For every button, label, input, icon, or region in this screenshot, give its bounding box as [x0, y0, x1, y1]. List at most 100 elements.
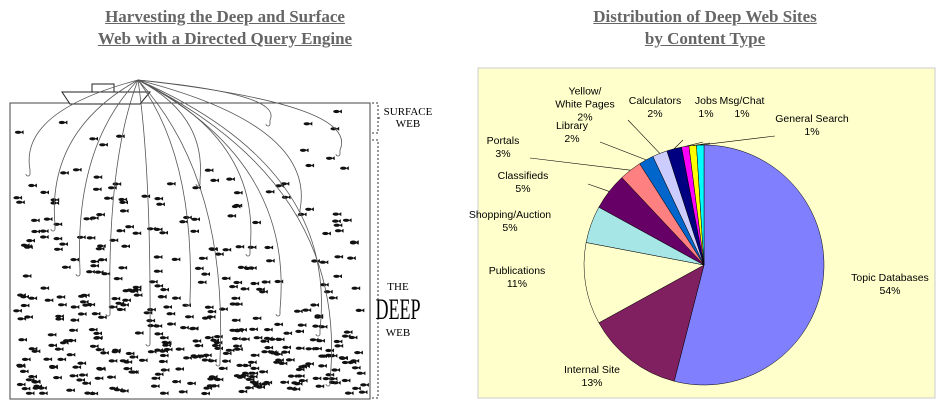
fish-body [96, 213, 102, 216]
fish-body [109, 359, 115, 362]
fish-body [167, 182, 173, 185]
fish-body [148, 350, 154, 353]
fish-body [214, 347, 220, 350]
fish-body [210, 179, 216, 182]
fish-body [99, 143, 105, 146]
fish-body [254, 336, 260, 339]
fish-body [77, 236, 83, 239]
fish-body [342, 335, 348, 338]
fish-body [360, 383, 366, 386]
fish-body [172, 297, 178, 300]
fish-body [114, 388, 120, 391]
fish-body [97, 244, 103, 247]
fish-body [167, 312, 173, 315]
fish-body [122, 299, 128, 302]
slice-label: Calculators2% [629, 95, 682, 121]
fish-body [94, 176, 100, 179]
fish-body [93, 188, 99, 191]
fish-body [59, 243, 65, 246]
fish-body [67, 353, 73, 356]
fish-body [116, 135, 122, 138]
fish-body [26, 239, 32, 242]
slice-value: 2% [629, 108, 682, 121]
fish-body [343, 219, 349, 222]
fish-body [154, 228, 160, 231]
fish-body [148, 324, 154, 327]
slice-value: 13% [564, 377, 620, 390]
fish-body [54, 248, 60, 251]
fish-body [316, 385, 322, 388]
fish-body [28, 184, 34, 187]
fish-body [342, 361, 348, 364]
fish-body [251, 354, 257, 357]
slice-value: 2% [556, 133, 588, 146]
fish-body [191, 218, 197, 221]
surface-label: SURFACEWEB [384, 106, 433, 130]
fish-body [89, 328, 95, 331]
fish-body [23, 274, 29, 277]
fish-body [262, 280, 268, 283]
fish-body [116, 229, 122, 232]
fish-body [248, 361, 254, 364]
fish-body [294, 310, 300, 313]
slice-name: Internal Site [564, 364, 620, 377]
fish-body [40, 191, 46, 194]
fish-body [90, 264, 96, 267]
fish-body [175, 367, 181, 370]
fish-body [352, 287, 358, 290]
fish-body [329, 296, 335, 299]
fish-body [159, 231, 165, 234]
fish-body [82, 382, 88, 385]
fish-body [20, 370, 26, 373]
fish-body [266, 190, 272, 193]
fish-body [24, 246, 30, 249]
fish-body [222, 360, 228, 363]
fish-body [179, 220, 185, 223]
fish-body [107, 376, 113, 379]
fish-body [57, 358, 63, 361]
fish-body [40, 287, 46, 290]
fish-body [151, 385, 157, 388]
fish-body [226, 349, 232, 352]
fish-body [93, 332, 99, 335]
fish-body [144, 311, 150, 314]
fish-body [118, 266, 124, 269]
fish-body [236, 245, 242, 248]
fish-body [95, 377, 101, 380]
fish-body [342, 379, 348, 382]
fish-body [253, 317, 259, 320]
slice-value: 5% [469, 222, 551, 235]
slice-label: Topic Databases54% [851, 272, 929, 298]
fish-body [214, 335, 220, 338]
fish-body [320, 261, 326, 264]
slice-value: 1% [695, 108, 717, 121]
fish-body [70, 374, 76, 377]
fish-body [78, 312, 84, 315]
fish-body [227, 214, 233, 217]
fish-body [118, 198, 124, 201]
fish-body [139, 359, 145, 362]
fish-body [179, 390, 185, 393]
fish-body [127, 289, 133, 292]
fish-body [96, 247, 102, 250]
fish-body [161, 368, 167, 371]
fish-body [286, 358, 292, 361]
fish-body [246, 378, 252, 381]
fish-body [347, 257, 353, 260]
fish-body [22, 387, 28, 390]
fish-body [245, 386, 251, 389]
fish-body [260, 340, 266, 343]
fish-body [98, 258, 104, 261]
fish-body [280, 381, 286, 384]
fish-body [192, 355, 198, 358]
fish-body [326, 157, 332, 160]
fish-body [158, 295, 164, 298]
fish-body [89, 137, 95, 140]
fish-body [120, 359, 126, 362]
fish-body [159, 350, 165, 353]
fish-body [70, 319, 76, 322]
fish-body [335, 344, 341, 347]
fish-body [352, 387, 358, 390]
fish-body [101, 272, 107, 275]
fish-body [248, 246, 254, 249]
